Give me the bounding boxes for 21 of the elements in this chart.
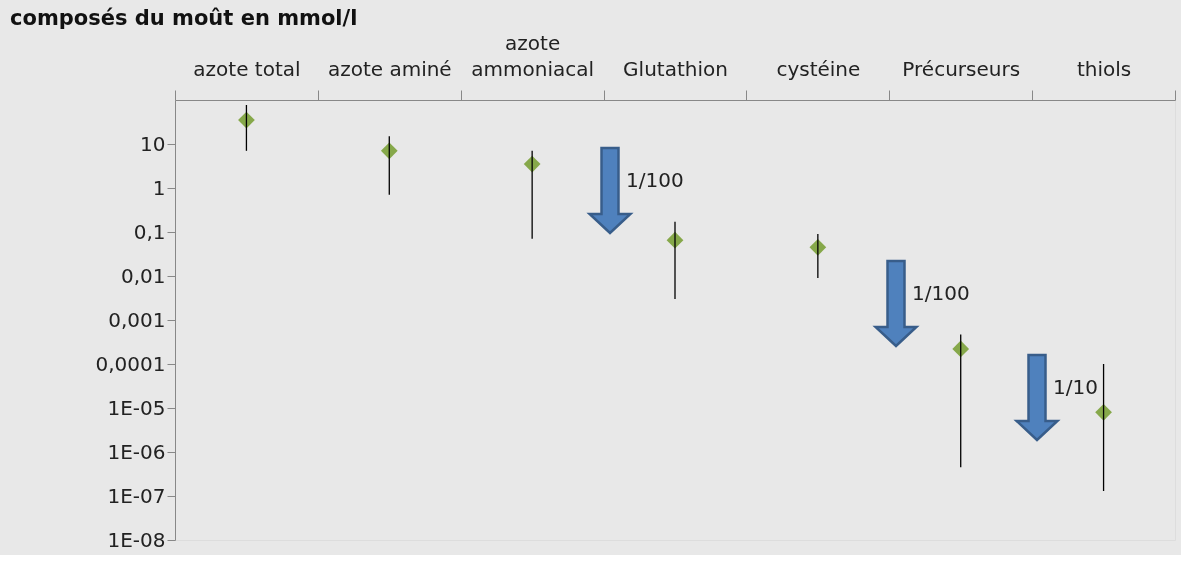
y-tick-label: 0,01: [120, 263, 166, 288]
x-tick-label: thiols: [1076, 56, 1132, 81]
y-tick-label: 1E-07: [107, 483, 166, 508]
x-tick-label: azote total: [193, 56, 301, 81]
annotation: 1/100: [626, 167, 684, 192]
x-tick-label: azote ammoniacal: [471, 30, 595, 81]
y-tick-label: 1E-05: [107, 395, 166, 420]
y-tick-label: 0,001: [108, 307, 166, 332]
annotation: 1/100: [912, 280, 970, 305]
y-tick-label: 1E-08: [107, 527, 166, 552]
x-tick-label: azote aminé: [327, 56, 452, 81]
chart-title: composés du moût en mmol/l: [10, 6, 358, 30]
annotation: 1/10: [1053, 374, 1098, 399]
y-tick-label: 0,1: [133, 219, 166, 244]
y-tick-label: 0,0001: [95, 351, 166, 376]
x-tick-label: cystéine: [776, 56, 861, 81]
x-tick-label: Glutathion: [623, 56, 728, 81]
y-tick-label: 1: [152, 175, 166, 200]
y-tick-label: 1E-06: [107, 439, 166, 464]
x-tick-label: Précurseurs: [902, 56, 1021, 81]
y-tick-label: 10: [140, 131, 166, 156]
